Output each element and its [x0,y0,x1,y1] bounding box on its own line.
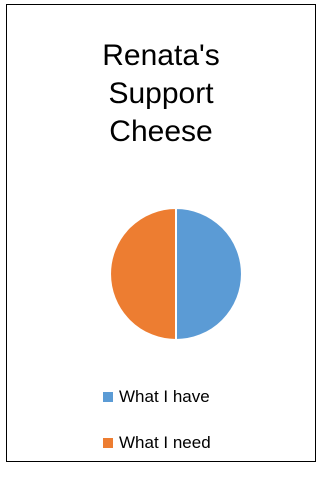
pie-slice-what-i-have [175,206,243,342]
chart-title-line-3: Cheese [109,115,213,148]
chart-title-line-1: Renata's [102,39,220,72]
legend-swatch-what-i-have [103,392,113,402]
chart-title-line-2: Support [108,77,214,110]
pie-slice-what-i-need [109,206,177,342]
legend-item-what-i-have: What I have [103,385,211,409]
legend-swatch-what-i-need [103,438,113,448]
chart-title: Renata's Support Cheese [7,37,315,151]
legend-item-what-i-need: What I need [103,431,211,455]
legend-label-what-i-have: What I have [119,387,210,406]
chart-frame: Renata's Support Cheese What I have What… [6,4,316,462]
pie-chart [109,206,243,342]
legend: What I have What I need [103,385,211,477]
legend-label-what-i-need: What I need [119,433,211,452]
